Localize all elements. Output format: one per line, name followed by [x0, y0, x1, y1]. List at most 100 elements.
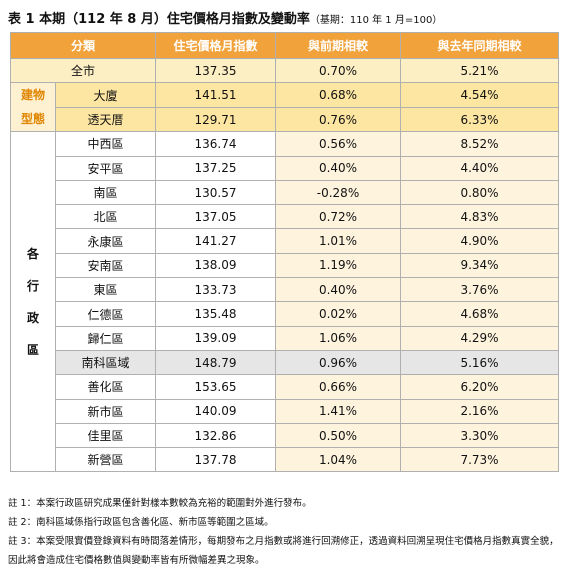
cell: 0.96%: [275, 349, 401, 376]
cell: 0.40%: [275, 277, 401, 303]
cell: 1.41%: [275, 398, 401, 424]
cell: 138.09: [155, 252, 276, 279]
cell: 129.71: [155, 106, 276, 133]
header-cell: 與前期相較: [275, 32, 401, 59]
cell: 歸仁區: [55, 325, 156, 351]
row: 佳里區 132.86 0.50% 3.30%: [11, 422, 559, 449]
row: 新營區 137.78 1.04% 7.73%: [11, 447, 559, 473]
cell: 0.66%: [275, 374, 401, 400]
cell: 7.73%: [400, 447, 559, 473]
cell: 5.16%: [400, 349, 559, 376]
note: 註 1：本案行政區研究成果僅針對樣本數較為充裕的範圍對外進行發布。: [8, 498, 312, 509]
cell: 6.20%: [400, 374, 559, 400]
header-row: 分類 住宅價格月指數 與前期相較 與去年同期相較: [10, 32, 559, 59]
cell: -0.28%: [275, 179, 401, 206]
cell: 137.35: [155, 57, 276, 84]
cell: 8.52%: [400, 131, 559, 157]
cell: 4.90%: [400, 228, 559, 254]
cell: 4.29%: [400, 325, 559, 351]
cell: 5.21%: [400, 57, 559, 84]
cell: 141.27: [155, 228, 276, 254]
cell: 9.34%: [400, 252, 559, 279]
total-row: 全市 137.35 0.70% 5.21%: [10, 57, 559, 84]
title-text: 表 1 本期（112 年 8 月）住宅價格月指數及變動率: [8, 12, 310, 27]
cell: 3.30%: [400, 422, 559, 449]
note: 註 3：本案受限實價登錄資料有時間落差情形，每期發布之月指數或將進行回溯修正，透…: [8, 536, 559, 566]
cell: 新營區: [55, 447, 156, 473]
cell: 153.65: [155, 374, 276, 400]
cell: 中西區: [55, 131, 156, 157]
row: 東區 133.73 0.40% 3.76%: [11, 277, 559, 303]
cell: 新市區: [55, 398, 156, 424]
cell: 0.02%: [275, 301, 401, 327]
row: 新市區 140.09 1.41% 2.16%: [11, 398, 559, 424]
cell: 137.25: [155, 155, 276, 181]
cell: 南區: [55, 179, 156, 206]
cell: 全市: [10, 57, 156, 84]
cell: 6.33%: [400, 106, 559, 133]
cell: 140.09: [155, 398, 276, 424]
cell: 永康區: [55, 228, 156, 254]
cell: 2.16%: [400, 398, 559, 424]
cell: 北區: [55, 204, 156, 230]
cell: 南科區域: [55, 349, 156, 376]
cell: 133.73: [155, 277, 276, 303]
cell: 善化區: [55, 374, 156, 400]
row: 南區 130.57 -0.28% 0.80%: [11, 179, 559, 206]
row: 歸仁區 139.09 1.06% 4.29%: [11, 325, 559, 351]
cell: 0.72%: [275, 204, 401, 230]
cell: 1.06%: [275, 325, 401, 351]
cell: 4.83%: [400, 204, 559, 230]
cell: 132.86: [155, 422, 276, 449]
group-label: 各行政區: [10, 131, 56, 473]
cell: 0.68%: [275, 82, 401, 108]
cell: 139.09: [155, 325, 276, 351]
cell: 安平區: [55, 155, 156, 181]
row: 仁德區 135.48 0.02% 4.68%: [11, 301, 559, 327]
index-table: 分類 住宅價格月指數 與前期相較 與去年同期相較 全市 137.35 0.70% 5.21% 建…: [10, 32, 559, 473]
note: 註 2：南科區域係指行政區包含善化區、新市區等範圍之區域。: [8, 517, 274, 528]
header-cell: 與去年同期相較: [400, 32, 559, 59]
cell: 1.01%: [275, 228, 401, 254]
title-note: （基期：110 年 1 月=100）: [309, 15, 443, 26]
cell: 137.78: [155, 447, 276, 473]
cell: 東區: [55, 277, 156, 303]
cell: 136.74: [155, 131, 276, 157]
cell: 141.51: [155, 82, 276, 108]
cell: 佳里區: [55, 422, 156, 449]
cell: 0.70%: [275, 57, 401, 84]
cell: 3.76%: [400, 277, 559, 303]
cell: 148.79: [155, 349, 276, 376]
cell: 安南區: [55, 252, 156, 279]
cell: 1.19%: [275, 252, 401, 279]
cell: 4.40%: [400, 155, 559, 181]
cell: 0.40%: [275, 155, 401, 181]
notes: 註 1：本案行政區研究成果僅針對樣本數較為充裕的範圍對外進行發布。註 2：南科區…: [8, 494, 560, 570]
cell: 0.56%: [275, 131, 401, 157]
cell: 130.57: [155, 179, 276, 206]
cell: 仁德區: [55, 301, 156, 327]
cell: 透天厝: [55, 106, 156, 133]
header-cell: 住宅價格月指數: [155, 32, 276, 59]
cell: 0.80%: [400, 179, 559, 206]
row: 建物型態 大廈 141.51 0.68% 4.54%: [10, 82, 559, 133]
row: 安南區 138.09 1.19% 9.34%: [11, 252, 559, 279]
row: 南科區域 148.79 0.96% 5.16%: [11, 349, 559, 376]
cell: 135.48: [155, 301, 276, 327]
row: 善化區 153.65 0.66% 6.20%: [11, 374, 559, 400]
row: 永康區 141.27 1.01% 4.90%: [11, 228, 559, 254]
cell: 0.50%: [275, 422, 401, 449]
group-label: 建物型態: [10, 82, 56, 133]
cell: 1.04%: [275, 447, 401, 473]
cell: 大廈: [55, 82, 156, 108]
cell: 4.68%: [400, 301, 559, 327]
title: 表 1 本期（112 年 8 月）住宅價格月指數及變動率（基期：110 年 1 …: [8, 8, 442, 27]
header-cell: 分類: [10, 32, 156, 59]
cell: 0.76%: [275, 106, 401, 133]
row: 安平區 137.25 0.40% 4.40%: [11, 155, 559, 181]
cell: 137.05: [155, 204, 276, 230]
row: 透天厝 129.71 0.76% 6.33%: [11, 106, 559, 133]
row: 北區 137.05 0.72% 4.83%: [11, 204, 559, 230]
cell: 4.54%: [400, 82, 559, 108]
